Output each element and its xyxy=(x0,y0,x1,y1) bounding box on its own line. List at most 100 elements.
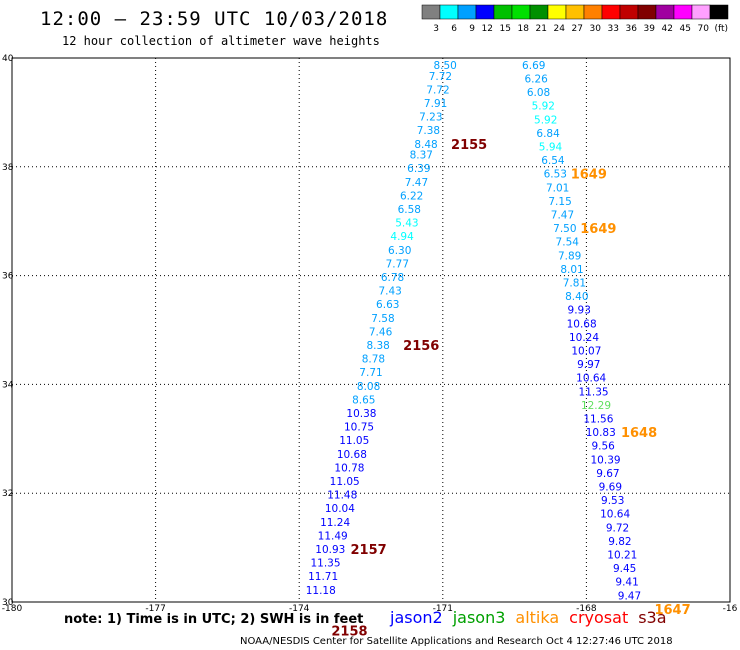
left-track-swh-value: 7.91 xyxy=(424,98,447,110)
colorbar-label: 24 xyxy=(554,24,566,34)
pass-time-label: 2155 xyxy=(451,138,487,153)
left-track-swh-value: 11.05 xyxy=(339,435,369,447)
right-track-swh-value: 9.82 xyxy=(608,536,631,548)
left-track-swh-value: 6.78 xyxy=(381,272,404,284)
colorbar-unit: (ft) xyxy=(714,24,728,34)
colorbar-label: 33 xyxy=(608,24,619,34)
colorbar-label: 70 xyxy=(698,24,710,34)
left-track-swh-value: 8.50 xyxy=(433,60,456,72)
right-track-swh-value: 7.47 xyxy=(551,209,574,221)
latitude-tick-label: 40 xyxy=(2,54,14,64)
left-track-swh-value: 11.18 xyxy=(306,585,336,597)
left-track-swh-value: 7.72 xyxy=(429,71,452,83)
satellite-legend: jason2 jason3 altika cryosat s3a xyxy=(390,608,677,627)
left-track-swh-value: 8.38 xyxy=(366,340,389,352)
left-track-swh-value: 11.71 xyxy=(308,571,338,583)
right-track-swh-value: 8.01 xyxy=(560,264,583,276)
left-track-swh-value: 7.46 xyxy=(369,326,393,338)
right-track-swh-value: 10.07 xyxy=(571,345,601,357)
colorbar-swatch-16 xyxy=(709,4,729,20)
map-frame xyxy=(11,57,731,603)
longitude-tick-label: -180 xyxy=(2,604,23,614)
legend-s3a: s3a xyxy=(638,608,667,627)
colorbar-label: 9 xyxy=(469,24,475,34)
right-track-swh-value: 9.56 xyxy=(591,441,615,453)
map-subtitle: 12 hour collection of altimeter wave hei… xyxy=(62,34,380,48)
right-track-swh-value: 9.93 xyxy=(568,305,591,317)
right-track-swh-value: 6.26 xyxy=(524,73,548,85)
left-track-swh-value: 6.22 xyxy=(400,190,423,202)
pass-time-label: 1649 xyxy=(580,222,616,237)
footer-note: note: 1) Time is in UTC; 2) SWH is in fe… xyxy=(64,612,364,627)
right-track-swh-value: 7.01 xyxy=(546,182,569,194)
left-track-swh-value: 8.65 xyxy=(352,394,375,406)
left-track-swh-value: 7.72 xyxy=(426,84,449,96)
colorbar-label: 21 xyxy=(536,24,547,34)
right-track-swh-value: 10.39 xyxy=(591,454,621,466)
right-track-swh-value: 7.15 xyxy=(548,196,571,208)
pass-time-label: 2158 xyxy=(331,625,367,640)
left-track-swh-value: 7.71 xyxy=(359,367,382,379)
longitude-tick-label: -16 xyxy=(723,604,738,614)
right-track-swh-value: 5.94 xyxy=(539,141,563,153)
left-track-swh-value: 6.58 xyxy=(398,204,421,216)
left-track-swh-value: 4.94 xyxy=(390,231,414,243)
right-track-swh-value: 12.29 xyxy=(581,400,611,412)
pass-time-label: 1649 xyxy=(571,168,607,183)
longitude-tick-label: -174 xyxy=(289,604,310,614)
right-track-swh-value: 9.67 xyxy=(596,468,619,480)
right-track-swh-value: 10.83 xyxy=(586,427,616,439)
right-track-swh-value: 10.24 xyxy=(569,332,599,344)
left-track-swh-value: 7.23 xyxy=(419,112,442,124)
colorbar-label: 30 xyxy=(590,24,602,34)
right-track-swh-value: 9.53 xyxy=(601,495,624,507)
left-track-swh-value: 10.04 xyxy=(325,503,355,515)
colorbar-label: 18 xyxy=(518,24,530,34)
left-track-swh-value: 10.38 xyxy=(346,408,376,420)
right-track-swh-value: 7.54 xyxy=(556,237,580,249)
right-track-swh-value: 5.92 xyxy=(534,114,557,126)
colorbar-label: 39 xyxy=(644,24,656,34)
legend-cryosat: cryosat xyxy=(569,608,629,627)
left-track-swh-value: 11.24 xyxy=(320,517,350,529)
latitude-tick-label: 32 xyxy=(2,489,13,499)
colorbar-label: 6 xyxy=(451,24,457,34)
right-track-swh-value: 7.81 xyxy=(563,277,586,289)
left-track-swh-value: 6.30 xyxy=(388,245,411,257)
left-track-swh-value: 7.43 xyxy=(378,286,401,298)
pass-time-label: 2157 xyxy=(351,543,387,558)
left-track-swh-value: 6.39 xyxy=(407,163,430,175)
colorbar-label: 27 xyxy=(572,24,583,34)
pass-time-label: 2156 xyxy=(403,339,439,354)
colorbar-label: 42 xyxy=(662,24,673,34)
left-track-swh-value: 8.48 xyxy=(414,139,437,151)
right-track-swh-value: 9.97 xyxy=(577,359,600,371)
map-title: 12:00 — 23:59 UTC 10/03/2018 xyxy=(40,8,389,30)
pass-time-label: 1648 xyxy=(621,426,657,441)
colorbar-label: 15 xyxy=(500,24,511,34)
right-track-swh-value: 11.56 xyxy=(583,413,613,425)
left-track-swh-value: 8.78 xyxy=(362,354,385,366)
right-track-swh-value: 6.53 xyxy=(544,169,567,181)
colorbar-label: 12 xyxy=(482,24,493,34)
right-track-swh-value: 10.68 xyxy=(567,318,597,330)
right-track-swh-value: 6.69 xyxy=(522,60,545,72)
left-track-swh-value: 11.48 xyxy=(327,490,357,502)
footer-credit: NOAA/NESDIS Center for Satellite Applica… xyxy=(240,636,673,647)
right-track-swh-value: 7.89 xyxy=(558,250,581,262)
legend-jason3: jason3 xyxy=(452,608,506,627)
left-track-swh-value: 6.63 xyxy=(376,299,399,311)
longitude-tick-label: -177 xyxy=(145,604,165,614)
right-track-swh-value: 7.50 xyxy=(553,223,576,235)
longitude-tick-label: -168 xyxy=(576,604,597,614)
legend-altika: altika xyxy=(515,608,560,627)
legend-jason2: jason2 xyxy=(390,608,443,627)
left-track-swh-value: 7.38 xyxy=(417,125,440,137)
longitude-tick-label: -171 xyxy=(433,604,453,614)
left-track-swh-value: 5.43 xyxy=(395,218,418,230)
wave-height-colorbar: 3 6 9 12 15 18 21 24 27 30 33 36 39 42 45 70 (ft) xyxy=(421,4,729,34)
left-track-swh-value: 10.75 xyxy=(344,422,374,434)
right-track-swh-value: 9.69 xyxy=(599,481,622,493)
right-track-swh-value: 9.45 xyxy=(613,563,636,575)
